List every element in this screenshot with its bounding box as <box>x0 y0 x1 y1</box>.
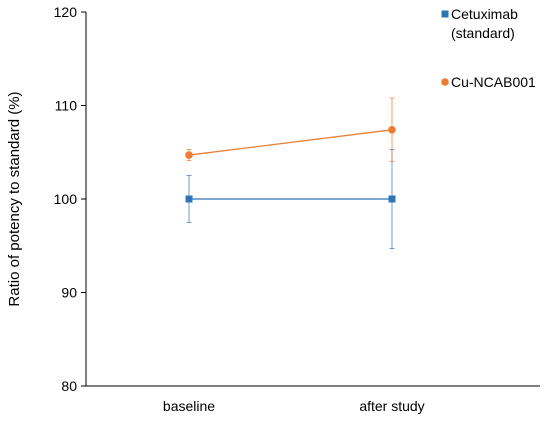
legend-item: Cu-NCAB001 <box>441 74 536 90</box>
y-tick-label: 80 <box>61 378 77 394</box>
data-point-square <box>185 195 193 203</box>
legend-item: Cetuximab (standard) <box>441 6 518 41</box>
data-point-square <box>388 195 396 203</box>
y-tick-labels: 80 90 100 110 120 <box>54 4 78 394</box>
series-layer <box>185 97 396 249</box>
legend-marker-circle <box>441 78 449 86</box>
series-1 <box>185 149 396 249</box>
x-tick-label: after study <box>359 398 424 414</box>
data-point-circle <box>185 151 193 159</box>
series-2 <box>185 97 396 162</box>
legend-label: Cetuximab <box>451 6 518 22</box>
y-tick-label: 90 <box>61 285 77 301</box>
legend: Cetuximab (standard) Cu-NCAB001 <box>441 6 536 90</box>
x-tick-labels: baseline after study <box>163 398 425 414</box>
y-tick-label: 100 <box>54 191 78 207</box>
y-axis-title: Ratio of potency to standard (%) <box>6 91 23 306</box>
series-line <box>188 129 393 156</box>
chart-axes <box>81 11 540 387</box>
x-tick-label: baseline <box>163 398 215 414</box>
data-point-circle <box>388 126 396 134</box>
y-tick-label: 110 <box>55 98 78 114</box>
legend-label: Cu-NCAB001 <box>451 74 536 90</box>
legend-label: (standard) <box>451 25 515 41</box>
legend-marker-square <box>441 10 449 18</box>
y-tick-label: 120 <box>54 4 78 20</box>
